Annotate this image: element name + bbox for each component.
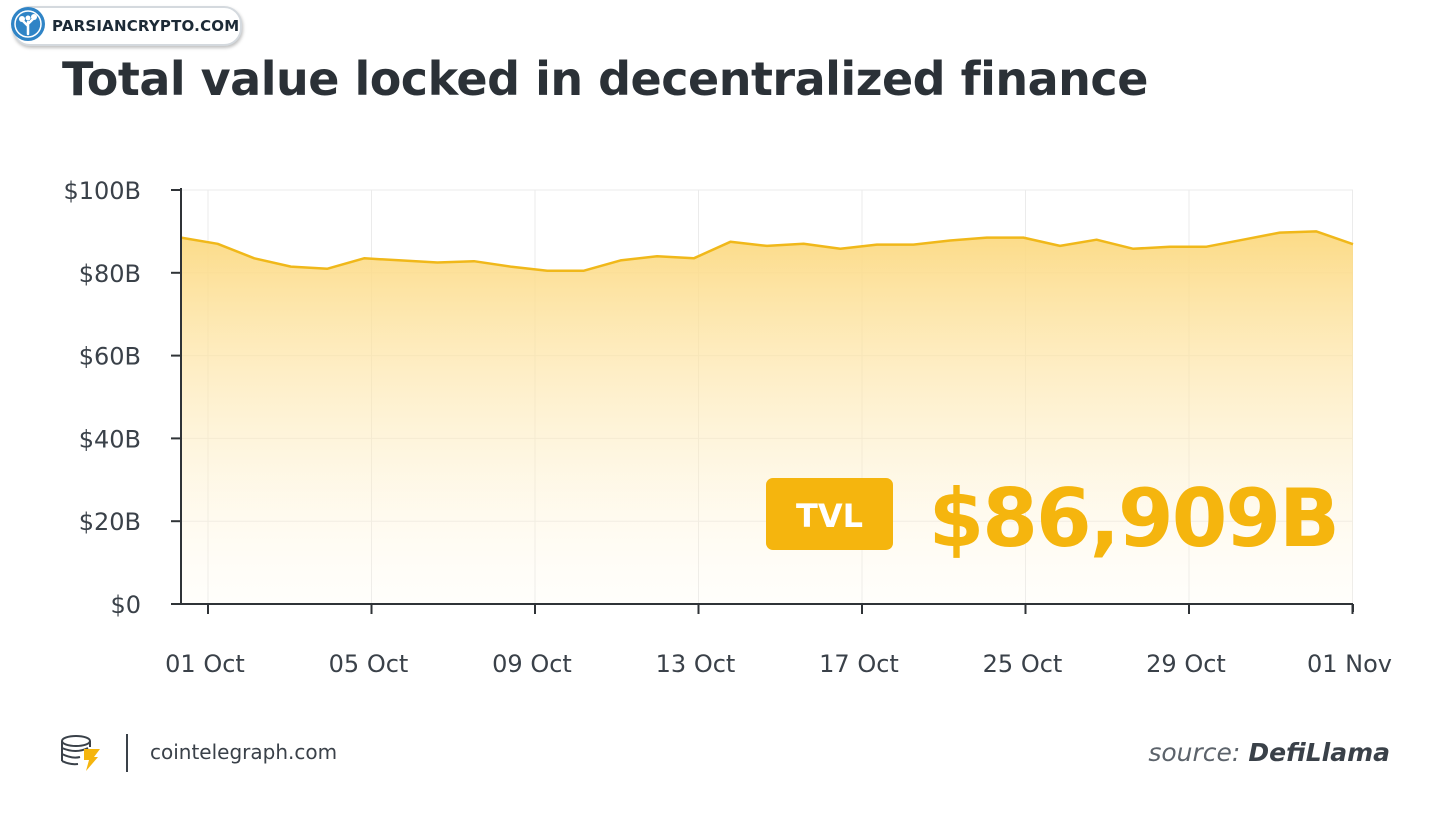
tvl-badge-label: TVL: [796, 497, 863, 535]
footer-divider: [126, 734, 128, 772]
y-tick-label: $20B: [79, 508, 141, 536]
y-tick-label: $100B: [63, 177, 141, 205]
tree-icon: [11, 7, 45, 41]
x-tick-label: 29 Oct: [1146, 650, 1226, 678]
page-title: Total value locked in decentralized fina…: [62, 52, 1148, 106]
x-tick-label: 05 Oct: [329, 650, 409, 678]
y-tick-label: $0: [110, 591, 141, 619]
y-tick-label: $80B: [79, 260, 141, 288]
x-tick-label: 25 Oct: [983, 650, 1063, 678]
x-tick-label: 17 Oct: [819, 650, 899, 678]
x-tick-label: 01 Oct: [165, 650, 245, 678]
watermark-badge: PARSIANCRYPTO.COM: [11, 6, 242, 46]
footer-brand: cointelegraph.com: [150, 740, 338, 764]
tvl-badge: [766, 478, 893, 550]
tvl-line: [180, 230, 1354, 272]
tvl-value: $86,909B: [929, 472, 1338, 565]
source-name: DefiLlama: [1248, 738, 1390, 767]
source-prefix: source:: [1148, 738, 1241, 767]
y-tick-label: $40B: [79, 425, 141, 453]
tvl-area-fill: [181, 231, 1353, 604]
x-tick-label: 01 Nov: [1307, 650, 1392, 678]
source-credit: source: DefiLlama: [1148, 738, 1390, 767]
x-tick-label: 13 Oct: [656, 650, 736, 678]
watermark-text: PARSIANCRYPTO.COM: [52, 17, 240, 35]
cointelegraph-logo-icon: [58, 733, 104, 778]
y-tick-label: $60B: [79, 343, 141, 371]
x-tick-label: 09 Oct: [492, 650, 572, 678]
